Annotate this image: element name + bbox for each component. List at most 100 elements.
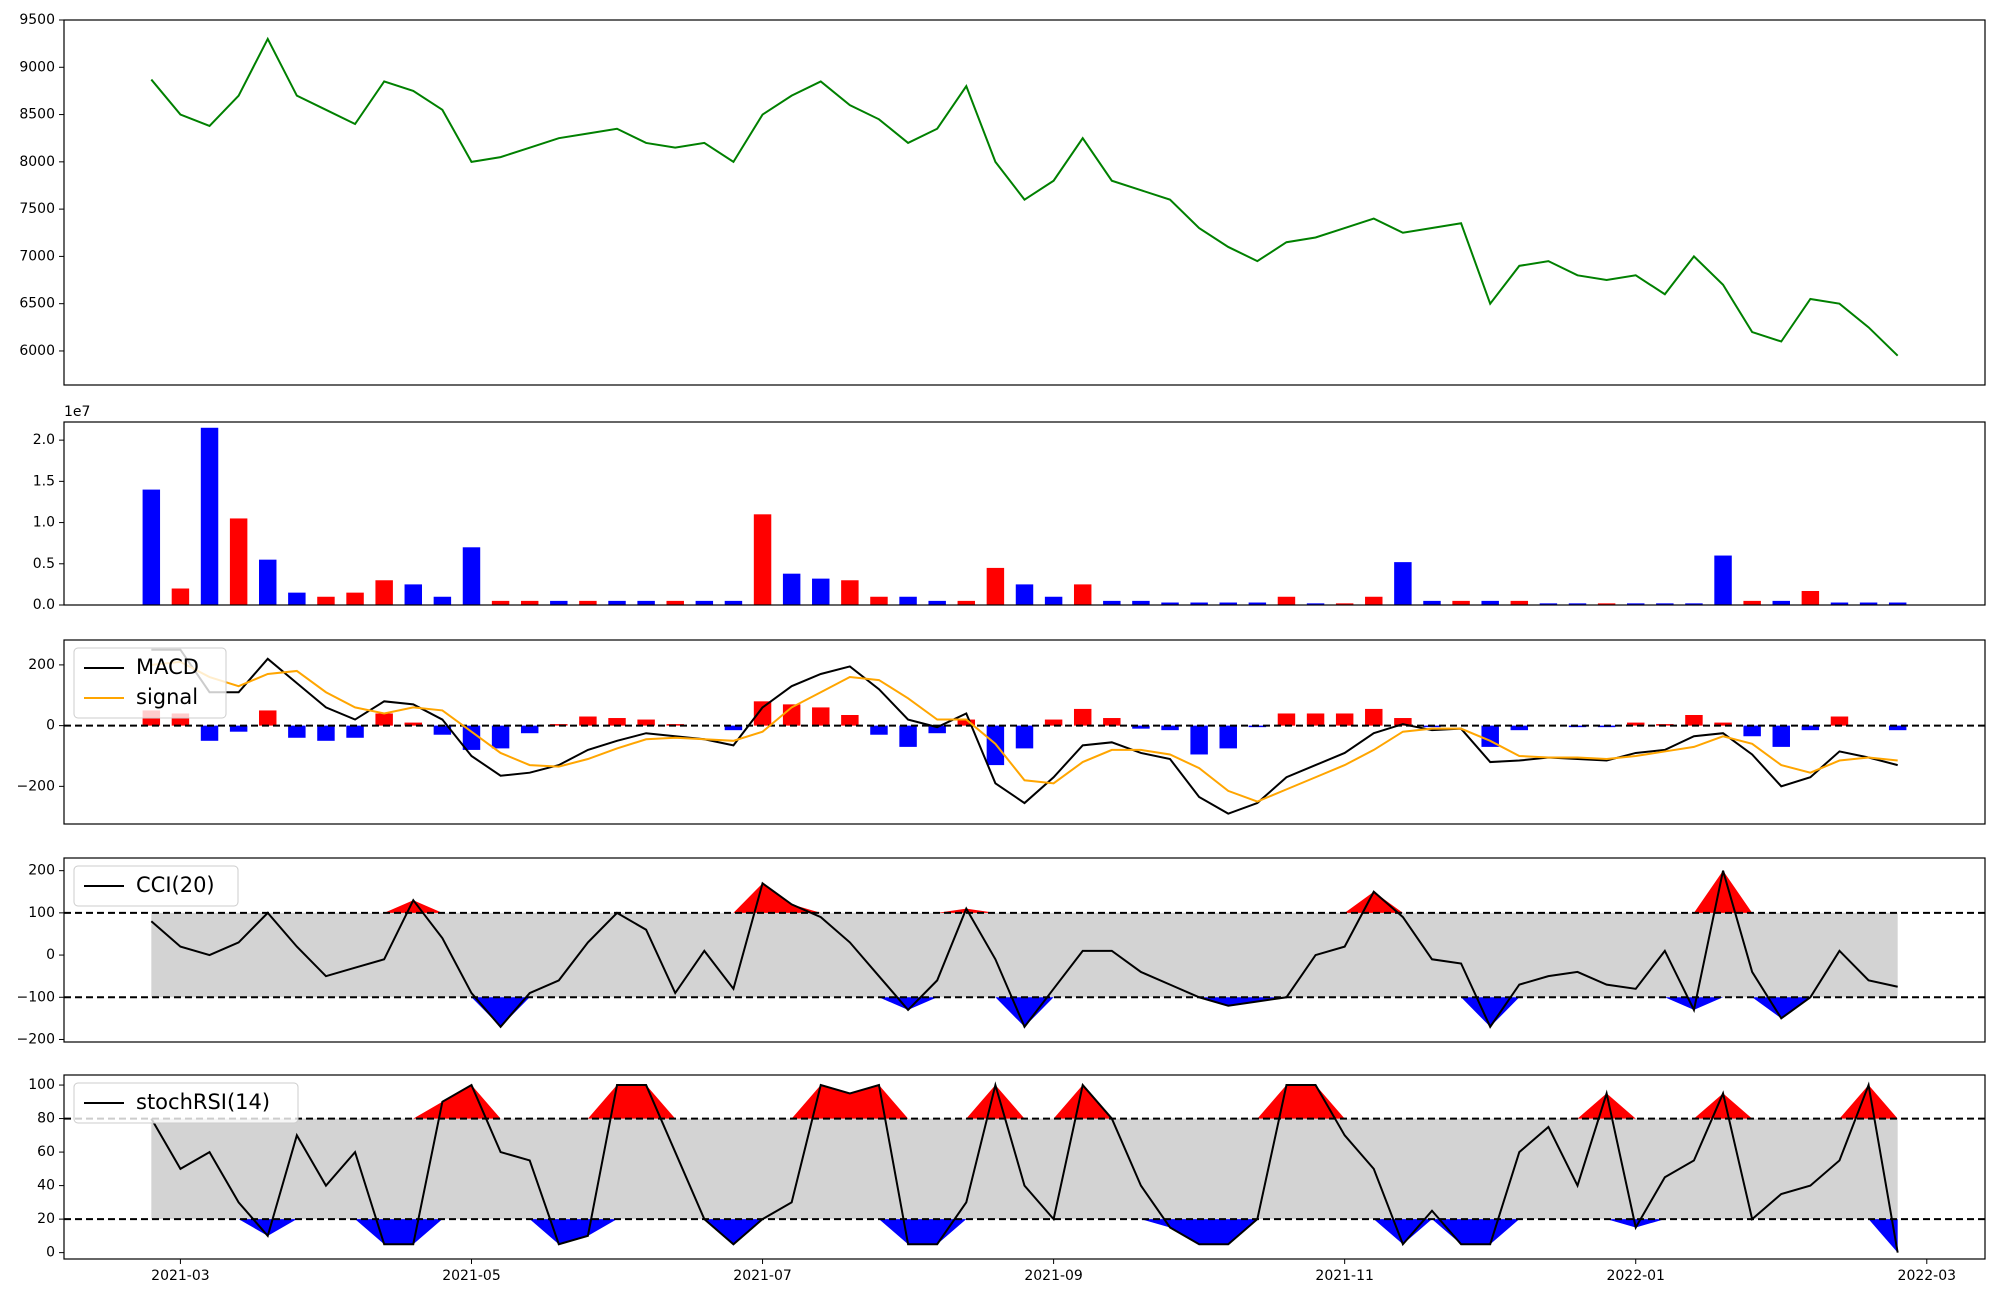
bar bbox=[1714, 555, 1732, 605]
bar bbox=[1830, 602, 1849, 605]
bar bbox=[1073, 584, 1092, 605]
y-tick-label: −200 bbox=[17, 778, 55, 794]
y-tick-label: −100 bbox=[17, 989, 55, 1005]
histogram-bar bbox=[1306, 713, 1325, 726]
y-tick-label: 9000 bbox=[19, 59, 55, 75]
bar bbox=[724, 600, 743, 605]
x-tick-label: 2022-01 bbox=[1606, 1268, 1665, 1284]
bar bbox=[812, 578, 830, 605]
bar bbox=[229, 518, 248, 605]
y-tick-label: 6500 bbox=[19, 296, 55, 312]
bar bbox=[1801, 590, 1820, 605]
legend-box bbox=[73, 865, 239, 907]
bar bbox=[957, 600, 976, 605]
bar bbox=[1452, 600, 1470, 605]
histogram-bar bbox=[608, 718, 626, 726]
overbought-fill bbox=[151, 1085, 1898, 1119]
histogram-bar bbox=[957, 719, 976, 726]
bar bbox=[433, 596, 452, 605]
y-tick-label: 200 bbox=[28, 657, 55, 673]
histogram-bar bbox=[841, 714, 859, 726]
histogram-bar bbox=[375, 713, 393, 726]
series-line bbox=[150, 36, 1899, 357]
x-tick-label: 2022-03 bbox=[1898, 1268, 1957, 1284]
series-line bbox=[151, 648, 1898, 815]
y-tick-label: 100 bbox=[28, 1077, 55, 1093]
bar bbox=[1015, 584, 1034, 605]
histogram-bar bbox=[1481, 725, 1499, 747]
histogram-bar bbox=[1073, 708, 1092, 726]
bar bbox=[200, 427, 219, 605]
bar bbox=[1510, 600, 1529, 605]
histogram-bar bbox=[1743, 725, 1761, 737]
bar bbox=[1539, 603, 1558, 605]
bar bbox=[1277, 596, 1296, 605]
x-tick-label: 2021-07 bbox=[733, 1268, 792, 1284]
bar bbox=[899, 596, 917, 605]
bar bbox=[1626, 603, 1645, 605]
y-tick-label: 7000 bbox=[19, 248, 55, 264]
y-tick-label: 0.5 bbox=[33, 556, 55, 572]
legend-label: MACD bbox=[136, 655, 199, 679]
histogram-bar bbox=[1772, 725, 1790, 747]
bar bbox=[1103, 600, 1121, 605]
bar bbox=[1335, 603, 1354, 605]
bar bbox=[142, 489, 161, 605]
histogram-bar bbox=[1044, 719, 1063, 726]
y-tick-label: 2.0 bbox=[33, 432, 55, 448]
bar bbox=[317, 596, 335, 605]
legend-label: signal bbox=[136, 685, 198, 709]
y-tick-label: 7500 bbox=[19, 201, 55, 217]
band-fill bbox=[151, 912, 1898, 998]
bar bbox=[1568, 603, 1587, 605]
bar bbox=[259, 559, 277, 605]
histogram-bar bbox=[491, 725, 510, 749]
y-tick-label: 9500 bbox=[19, 12, 55, 28]
bar bbox=[1888, 602, 1907, 605]
histogram-bar bbox=[520, 725, 539, 734]
oversold-fill bbox=[151, 997, 1898, 1027]
histogram-bar bbox=[288, 725, 306, 738]
bar bbox=[1044, 596, 1063, 605]
y-tick-label: 80 bbox=[37, 1111, 55, 1127]
histogram-bar bbox=[1830, 716, 1849, 726]
histogram-bar bbox=[579, 716, 597, 726]
legend-label: CCI(20) bbox=[136, 873, 215, 897]
bar bbox=[462, 547, 481, 605]
histogram-bar bbox=[1219, 725, 1237, 749]
histogram-bar bbox=[1685, 714, 1703, 726]
bar bbox=[171, 588, 190, 605]
y-tick-label: 0 bbox=[46, 947, 55, 963]
plot-frame bbox=[63, 1074, 1986, 1260]
x-tick-label: 2021-11 bbox=[1315, 1268, 1374, 1284]
histogram-bar bbox=[346, 725, 364, 738]
histogram-bar bbox=[200, 725, 219, 741]
histogram-bar bbox=[462, 725, 481, 750]
bar bbox=[1248, 602, 1267, 605]
histogram-bar bbox=[1103, 718, 1121, 726]
y-tick-label: 60 bbox=[37, 1144, 55, 1160]
series-line bbox=[150, 1081, 1899, 1253]
bar bbox=[637, 600, 655, 605]
plot-frame bbox=[63, 639, 1986, 825]
bar bbox=[1132, 600, 1150, 605]
y-tick-label: 200 bbox=[28, 863, 55, 879]
histogram-bar bbox=[812, 707, 830, 726]
y-tick-label: 40 bbox=[37, 1178, 55, 1194]
histogram-bar bbox=[1161, 725, 1179, 731]
bar bbox=[1656, 603, 1674, 605]
histogram-bar bbox=[1510, 725, 1529, 731]
histogram-bar bbox=[1714, 722, 1732, 726]
histogram-bar bbox=[317, 725, 335, 741]
legend-box bbox=[73, 1082, 299, 1124]
histogram-bar bbox=[433, 725, 452, 735]
bar bbox=[1306, 603, 1325, 605]
bar bbox=[1743, 600, 1761, 605]
histogram-bar bbox=[899, 725, 917, 747]
y-tick-label: 1.0 bbox=[33, 515, 55, 531]
histogram-bar bbox=[1335, 713, 1354, 726]
histogram-bar bbox=[753, 701, 772, 726]
bar bbox=[1219, 602, 1237, 605]
y-tick-label: 0 bbox=[46, 1245, 55, 1261]
